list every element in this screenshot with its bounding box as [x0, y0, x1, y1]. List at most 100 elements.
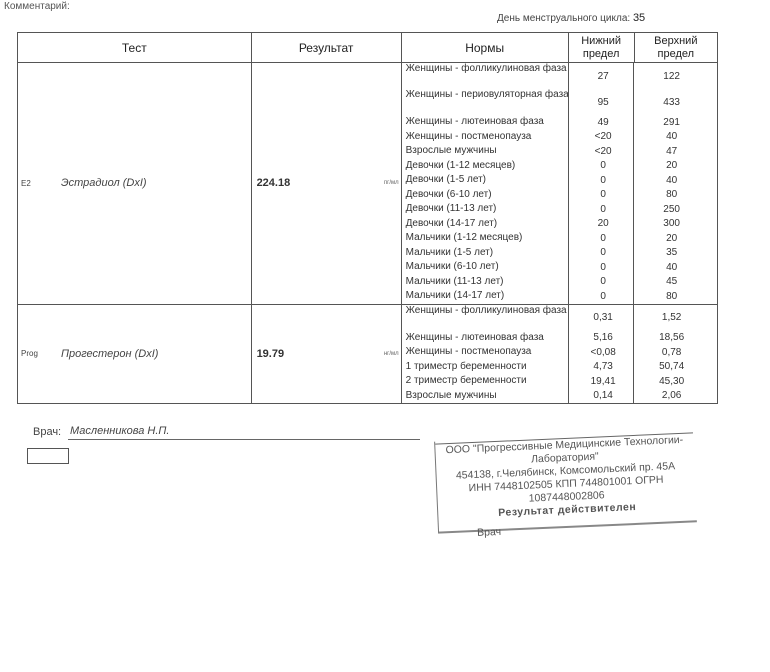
col-result: Результат	[250, 32, 402, 63]
norm-label: Взрослые мужчины	[405, 145, 497, 157]
norm-lower: 4,73	[593, 361, 613, 373]
norm-lower: 95	[597, 96, 609, 108]
norm-upper: 80	[666, 189, 678, 201]
norm-lower: <20	[594, 131, 612, 143]
norm-upper: 291	[663, 116, 680, 128]
norm-row: Женщины - лютеиновая фаза 49 291	[402, 115, 717, 130]
norm-label: Девочки (14-17 лет)	[405, 217, 498, 229]
stamp-line: Врач	[476, 525, 502, 539]
norm-lower: 0	[600, 160, 606, 172]
norm-upper: 18,56	[659, 332, 685, 344]
norm-lower: 0	[600, 174, 606, 186]
norm-label: Женщины - фолликулиновая фаза	[405, 63, 567, 74]
norm-upper: 40	[666, 131, 678, 143]
norm-row: 2 триместр беременности 19,41 45,30	[402, 374, 717, 389]
norm-lower: 49	[597, 116, 609, 128]
norm-row: Мальчики (11-13 лет) 0 45	[402, 275, 717, 290]
norm-label: 1 триместр беременности	[405, 360, 527, 372]
norm-upper: 40	[666, 174, 678, 186]
test-result: 224.18	[250, 62, 356, 305]
norm-label: Мальчики (6-10 лет)	[405, 261, 499, 273]
norm-lower: <20	[594, 145, 612, 157]
norm-row: Женщины - лютеиновая фаза 5,16 18,56	[402, 331, 717, 346]
comment-label: Комментарий:	[4, 1, 70, 12]
cycle-day-label: День менструального цикла:	[497, 13, 631, 24]
norm-upper: 2,06	[661, 390, 682, 402]
norm-label: Взрослые мужчины	[405, 389, 497, 401]
test-name: Прогестерон (DxI)	[61, 303, 252, 404]
norm-row: Мальчики (1-5 лет) 0 35	[402, 246, 717, 261]
norm-row: Девочки (6-10 лет) 0 80	[402, 188, 717, 203]
norm-lower: 0	[600, 247, 606, 259]
norm-upper: 45	[666, 276, 678, 288]
norm-label: Девочки (11-13 лет)	[405, 203, 497, 215]
norm-upper: 20	[666, 232, 678, 244]
norm-lower: 0	[600, 203, 606, 215]
norm-label: Мальчики (1-5 лет)	[405, 246, 494, 258]
test-result: 19.79	[250, 303, 356, 404]
test-name: Эстрадиол (DxI)	[61, 62, 252, 305]
norm-row: Девочки (14-17 лет) 20 300	[402, 217, 717, 232]
cycle-day-value: 35	[632, 12, 646, 24]
norm-lower: 0	[600, 290, 606, 302]
signature-line	[68, 439, 420, 440]
norm-row: Мальчики (14-17 лет) 0 80	[402, 289, 717, 304]
norm-row: 1 триместр беременности 4,73 50,74	[402, 360, 717, 375]
norm-upper: 122	[663, 70, 680, 82]
norm-upper: 1,52	[661, 312, 682, 323]
norm-label: Мальчики (11-13 лет)	[405, 275, 504, 287]
test-unit: нг/мл	[355, 303, 402, 404]
norm-lower: 0,14	[593, 390, 613, 402]
norm-upper: 20	[666, 160, 678, 172]
norm-row: Взрослые мужчины 0,14 2,06	[402, 389, 717, 404]
norm-row: Девочки (1-5 лет) 0 40	[402, 173, 717, 188]
empty-box	[27, 448, 69, 464]
norms-cell: Женщины - фолликулиновая фаза 0,31 1,52 Жен…	[400, 303, 719, 404]
norm-lower: 5,16	[593, 332, 613, 344]
norm-upper: 47	[666, 145, 678, 157]
norm-row: Женщины - периовуляторная фаза 95 433	[402, 89, 717, 115]
norm-label: Женщины - лютеиновая фаза	[405, 116, 544, 128]
norm-label: Женщины - лютеиновая фаза	[405, 331, 544, 343]
table-row: E2 Эстрадиол (DxI) 224.18 пг/мл Женщины …	[17, 62, 719, 305]
norm-lower: 0	[600, 232, 606, 244]
norm-upper: 300	[663, 218, 680, 230]
norm-row: Взрослые мужчины <20 47	[402, 144, 717, 159]
doctor-name: Масленникова Н.П.	[70, 425, 170, 437]
col-test: Тест	[17, 32, 252, 63]
cycle-day: День менструального цикла: 35	[497, 12, 645, 24]
test-code: Prog	[17, 303, 61, 404]
col-upper: Верхний предел	[633, 32, 719, 63]
norm-upper: 433	[663, 96, 680, 108]
norm-row: Женщины - постменопауза <20 40	[402, 130, 717, 145]
norm-label: Женщины - периовуляторная фаза	[405, 89, 569, 100]
col-lower: Нижний предел	[567, 32, 635, 63]
lab-stamp: ООО "Прогрессивные Медицинские Технологи…	[434, 430, 697, 539]
norm-lower: 0,31	[593, 312, 613, 323]
norm-label: Девочки (1-5 лет)	[405, 174, 487, 186]
norm-upper: 45,30	[659, 375, 685, 387]
norm-row: Мальчики (6-10 лет) 0 40	[402, 260, 717, 275]
norms-cell: Женщины - фолликулиновая фаза 27 122 Женщин…	[400, 62, 719, 305]
norm-upper: 80	[666, 290, 678, 302]
norm-lower: 0	[600, 189, 606, 201]
norm-lower: 0	[600, 276, 606, 288]
norm-row: Женщины - постменопауза <0,08 0,78	[402, 345, 717, 360]
norm-upper: 35	[666, 247, 678, 259]
table-row: Prog Прогестерон (DxI) 19.79 нг/мл Женщи…	[17, 303, 719, 404]
norm-upper: 50,74	[659, 361, 685, 373]
test-unit: пг/мл	[355, 62, 402, 305]
results-table: Тест Результат Нормы Нижний предел Верхн…	[17, 32, 719, 404]
norm-row: Женщины - фолликулиновая фаза 0,31 1,52	[402, 305, 717, 331]
col-norms: Нормы	[400, 32, 569, 63]
norm-label: Девочки (6-10 лет)	[405, 188, 492, 200]
norm-label: Мальчики (14-17 лет)	[405, 290, 505, 302]
norm-lower: 20	[597, 218, 609, 230]
norm-label: Девочки (1-12 месяцев)	[405, 159, 516, 171]
doctor-label: Врач:	[33, 426, 62, 438]
norm-lower: 0	[600, 261, 606, 273]
norm-row: Девочки (1-12 месяцев) 0 20	[402, 159, 717, 174]
norm-label: Мальчики (1-12 месяцев)	[405, 232, 523, 244]
test-code: E2	[17, 62, 61, 305]
norm-upper: 40	[666, 261, 678, 273]
